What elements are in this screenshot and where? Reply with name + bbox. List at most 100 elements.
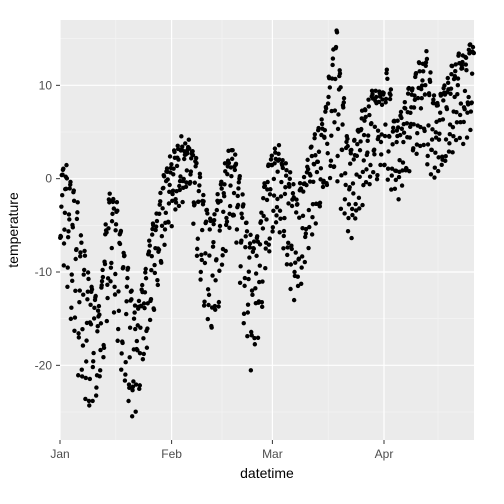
data-point (334, 45, 338, 49)
data-point (241, 202, 245, 206)
data-point (73, 257, 77, 261)
data-point (150, 254, 154, 258)
data-point (379, 140, 383, 144)
data-point (87, 403, 91, 407)
data-point (326, 151, 330, 155)
data-point (425, 57, 429, 61)
y-tick-label: -10 (35, 265, 53, 279)
data-point (132, 317, 136, 321)
data-point (76, 373, 80, 377)
data-point (358, 148, 362, 152)
data-point (420, 96, 424, 100)
data-point (150, 232, 154, 236)
y-tick-label: 10 (39, 78, 53, 92)
data-point (380, 97, 384, 101)
data-point (130, 414, 134, 418)
data-point (195, 254, 199, 258)
data-point (127, 355, 131, 359)
data-point (236, 186, 240, 190)
data-point (326, 101, 330, 105)
data-point (437, 138, 441, 142)
data-point (80, 368, 84, 372)
data-point (316, 126, 320, 130)
data-point (69, 306, 73, 310)
data-point (219, 186, 223, 190)
data-point (453, 69, 457, 73)
data-point (236, 194, 240, 198)
data-point (229, 174, 233, 178)
data-point (368, 163, 372, 167)
data-point (96, 308, 100, 312)
data-point (110, 246, 114, 250)
data-point (162, 174, 166, 178)
data-point (121, 265, 125, 269)
data-point (75, 200, 79, 204)
data-point (383, 122, 387, 126)
data-point (147, 239, 151, 243)
data-point (73, 289, 77, 293)
data-point (281, 166, 285, 170)
data-point (114, 222, 118, 226)
data-point (275, 205, 279, 209)
data-point (454, 138, 458, 142)
data-point (324, 106, 328, 110)
data-point (142, 352, 146, 356)
data-point (213, 278, 217, 282)
data-point (119, 367, 123, 371)
data-point (69, 317, 73, 321)
data-point (194, 156, 198, 160)
data-point (320, 122, 324, 126)
data-point (346, 229, 350, 233)
data-point (202, 299, 206, 303)
data-point (278, 209, 282, 213)
data-point (172, 150, 176, 154)
data-point (442, 83, 446, 87)
data-point (355, 154, 359, 158)
data-point (148, 243, 152, 247)
data-point (119, 351, 123, 355)
data-point (335, 154, 339, 158)
data-point (343, 197, 347, 201)
data-point (399, 110, 403, 114)
data-point (456, 76, 460, 80)
data-point (232, 213, 236, 217)
data-point (319, 117, 323, 121)
data-point (240, 216, 244, 220)
data-point (347, 185, 351, 189)
data-point (256, 336, 260, 340)
data-point (307, 208, 311, 212)
data-point (370, 92, 374, 96)
data-point (113, 272, 117, 276)
data-point (259, 219, 263, 223)
data-point (156, 283, 160, 287)
y-tick-label: 0 (45, 172, 52, 186)
data-point (123, 378, 127, 382)
data-point (378, 163, 382, 167)
data-point (205, 211, 209, 215)
data-point (332, 164, 336, 168)
data-point (216, 304, 220, 308)
data-point (180, 145, 184, 149)
data-point (286, 201, 290, 205)
data-point (388, 93, 392, 97)
data-point (342, 100, 346, 104)
data-point (193, 181, 197, 185)
data-point (78, 250, 82, 254)
data-point (104, 230, 108, 234)
data-point (157, 248, 161, 252)
data-point (267, 249, 271, 253)
data-point (436, 169, 440, 173)
data-point (126, 266, 130, 270)
data-point (108, 279, 112, 283)
data-point (322, 136, 326, 140)
data-point (274, 213, 278, 217)
data-point (345, 137, 349, 141)
data-point (110, 219, 114, 223)
data-point (82, 268, 86, 272)
data-point (235, 227, 239, 231)
data-point (357, 206, 361, 210)
data-point (180, 200, 184, 204)
data-point (443, 159, 447, 163)
data-point (169, 162, 173, 166)
data-point (214, 257, 218, 261)
